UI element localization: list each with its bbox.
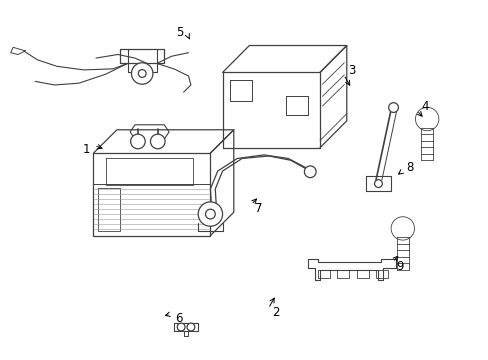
Circle shape — [131, 63, 153, 84]
Text: 5: 5 — [176, 26, 183, 39]
Circle shape — [374, 180, 382, 188]
Circle shape — [205, 209, 215, 219]
Circle shape — [177, 323, 184, 331]
Text: 9: 9 — [396, 260, 403, 273]
Text: 2: 2 — [272, 306, 279, 319]
Circle shape — [130, 134, 145, 149]
Circle shape — [186, 323, 194, 331]
Text: 3: 3 — [347, 64, 355, 77]
Circle shape — [388, 103, 398, 112]
Text: 7: 7 — [255, 202, 263, 215]
Circle shape — [304, 166, 315, 177]
Text: 1: 1 — [82, 143, 90, 156]
Circle shape — [198, 202, 222, 226]
Text: 4: 4 — [420, 100, 427, 113]
Text: 6: 6 — [175, 311, 182, 325]
Circle shape — [390, 217, 414, 240]
Circle shape — [150, 134, 165, 149]
Text: 8: 8 — [406, 161, 413, 174]
Circle shape — [138, 69, 146, 77]
Circle shape — [415, 107, 438, 131]
